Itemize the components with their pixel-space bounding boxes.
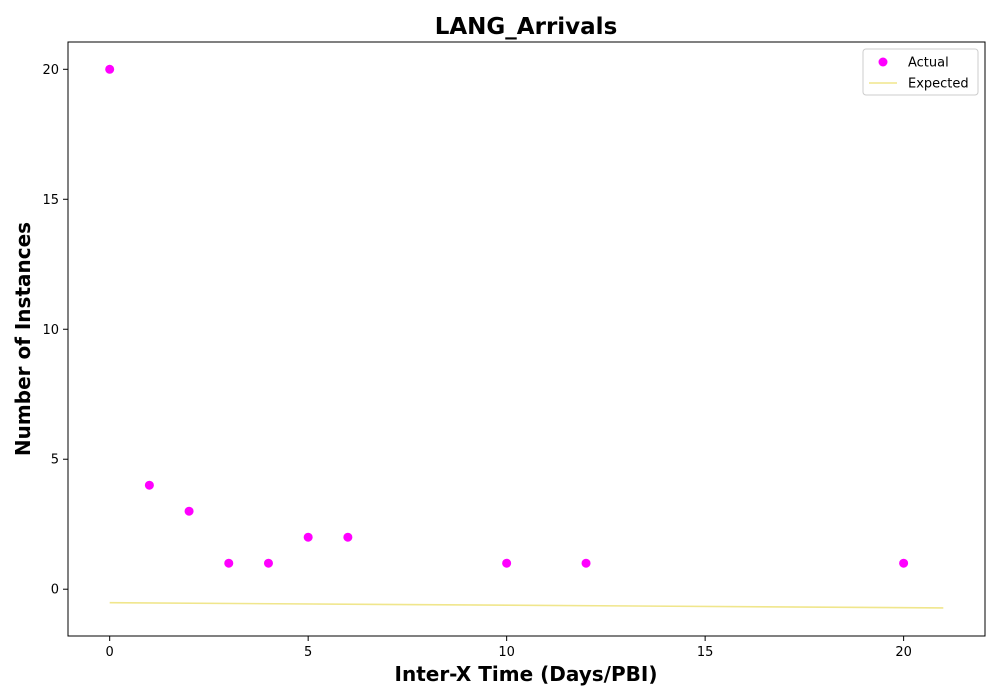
data-point [105, 64, 115, 74]
data-point [144, 480, 154, 490]
legend-label-expected: Expected [908, 77, 969, 92]
data-point [502, 558, 512, 568]
x-tick-label: 10 [498, 645, 515, 660]
data-point [184, 506, 194, 516]
legend-swatch-actual [878, 57, 888, 67]
axes-frame [67, 41, 986, 637]
chart-title: LANG_Arrivals [435, 14, 618, 40]
x-tick-label: 15 [697, 645, 714, 660]
data-point [303, 532, 313, 542]
y-tick-label: 0 [51, 583, 59, 598]
data-point [263, 558, 273, 568]
legend: Actual Expected [862, 48, 979, 96]
x-tick-label: 20 [895, 645, 912, 660]
y-tick-label: 5 [51, 453, 59, 468]
y-tick-label: 20 [42, 63, 59, 78]
data-point [899, 558, 909, 568]
x-tick-label: 0 [106, 645, 114, 660]
series-line-expected [109, 601, 944, 609]
x-axis-label: Inter-X Time (Days/PBI) [395, 662, 658, 686]
plot-area: 0 5 10 15 20 0 5 10 15 20 [42, 41, 986, 660]
x-tick-label: 5 [304, 645, 312, 660]
y-tick-label: 10 [42, 323, 59, 338]
data-point [224, 558, 234, 568]
legend-label-actual: Actual [908, 56, 949, 71]
data-point [343, 532, 353, 542]
data-point [581, 558, 591, 568]
y-axis-label: Number of Instances [11, 222, 35, 456]
y-tick-label: 15 [42, 193, 59, 208]
